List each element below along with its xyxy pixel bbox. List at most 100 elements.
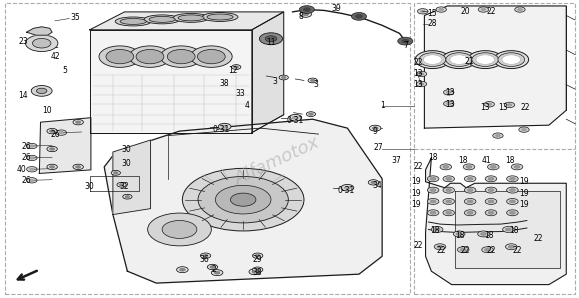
Text: 9: 9 xyxy=(373,127,378,136)
Circle shape xyxy=(177,267,188,273)
Text: 22: 22 xyxy=(512,246,522,255)
Text: 30: 30 xyxy=(85,182,94,191)
Circle shape xyxy=(437,245,443,248)
Circle shape xyxy=(505,244,517,250)
Circle shape xyxy=(210,266,215,268)
Circle shape xyxy=(252,267,263,272)
Circle shape xyxy=(514,165,520,168)
Circle shape xyxy=(47,164,57,170)
Circle shape xyxy=(427,176,439,182)
Circle shape xyxy=(502,55,521,64)
Text: 13: 13 xyxy=(446,100,455,109)
Text: 39: 39 xyxy=(331,4,340,13)
Text: 42: 42 xyxy=(50,52,60,61)
Circle shape xyxy=(368,180,379,185)
Circle shape xyxy=(99,46,141,67)
Circle shape xyxy=(498,53,525,66)
Circle shape xyxy=(463,164,475,170)
Circle shape xyxy=(341,184,354,191)
Text: 32: 32 xyxy=(120,182,129,191)
Text: 13: 13 xyxy=(413,69,423,77)
Circle shape xyxy=(73,119,83,125)
Text: 5: 5 xyxy=(63,66,67,74)
Circle shape xyxy=(416,81,427,87)
Circle shape xyxy=(190,46,232,67)
Text: 18: 18 xyxy=(431,226,440,235)
Circle shape xyxy=(446,53,472,66)
Circle shape xyxy=(30,168,34,170)
Text: 2: 2 xyxy=(212,265,217,274)
Circle shape xyxy=(485,187,497,193)
Circle shape xyxy=(446,211,452,214)
Circle shape xyxy=(398,37,413,45)
Circle shape xyxy=(490,165,496,168)
Text: 18: 18 xyxy=(428,153,438,162)
Text: 19: 19 xyxy=(519,177,529,186)
Text: 18: 18 xyxy=(510,226,519,235)
Text: 18: 18 xyxy=(456,231,465,240)
Circle shape xyxy=(30,157,34,159)
Circle shape xyxy=(434,244,446,250)
Circle shape xyxy=(160,46,202,67)
Text: 13: 13 xyxy=(413,80,423,89)
Circle shape xyxy=(47,146,57,152)
Circle shape xyxy=(508,245,514,248)
Ellipse shape xyxy=(207,14,233,20)
Text: 8: 8 xyxy=(299,12,303,21)
Circle shape xyxy=(415,51,450,69)
Text: 0-31: 0-31 xyxy=(212,125,230,134)
Circle shape xyxy=(49,148,54,150)
Circle shape xyxy=(443,210,455,216)
Circle shape xyxy=(182,168,304,231)
Circle shape xyxy=(444,90,454,95)
Text: 13: 13 xyxy=(481,103,490,112)
Circle shape xyxy=(211,270,223,276)
Circle shape xyxy=(31,86,52,96)
Text: 0-31: 0-31 xyxy=(337,186,354,195)
Polygon shape xyxy=(104,119,382,283)
Circle shape xyxy=(308,78,317,83)
Circle shape xyxy=(303,8,310,11)
Circle shape xyxy=(440,164,452,170)
Text: 22: 22 xyxy=(521,103,530,112)
Circle shape xyxy=(299,6,314,13)
Text: 35: 35 xyxy=(71,13,80,22)
Text: 37: 37 xyxy=(392,156,401,165)
Circle shape xyxy=(450,55,468,64)
Circle shape xyxy=(56,130,67,135)
Circle shape xyxy=(496,134,500,137)
Circle shape xyxy=(222,125,228,128)
Ellipse shape xyxy=(202,13,238,21)
Circle shape xyxy=(485,210,497,216)
Circle shape xyxy=(431,226,443,232)
Circle shape xyxy=(215,185,271,214)
Circle shape xyxy=(430,211,436,214)
Text: 12: 12 xyxy=(228,66,237,75)
Circle shape xyxy=(300,11,312,17)
Text: 20: 20 xyxy=(460,7,470,16)
Text: 26: 26 xyxy=(22,142,31,150)
Circle shape xyxy=(32,38,51,48)
Ellipse shape xyxy=(149,16,175,22)
Text: 18: 18 xyxy=(505,156,514,165)
Circle shape xyxy=(136,49,164,64)
Circle shape xyxy=(351,13,367,20)
Text: 19: 19 xyxy=(519,189,529,198)
Circle shape xyxy=(148,213,211,246)
Text: Alfamotox: Alfamotox xyxy=(233,133,323,189)
Text: 28: 28 xyxy=(428,19,437,28)
Circle shape xyxy=(494,51,529,69)
Text: 33: 33 xyxy=(236,89,245,98)
Circle shape xyxy=(467,177,473,180)
Text: 23: 23 xyxy=(19,37,28,46)
Circle shape xyxy=(478,7,489,12)
Circle shape xyxy=(125,195,130,198)
Circle shape xyxy=(417,9,428,14)
Text: 27: 27 xyxy=(373,143,383,152)
Circle shape xyxy=(434,228,440,231)
Circle shape xyxy=(427,210,439,216)
Circle shape xyxy=(25,35,58,52)
Circle shape xyxy=(200,253,211,258)
Circle shape xyxy=(117,182,126,187)
Circle shape xyxy=(49,130,54,132)
